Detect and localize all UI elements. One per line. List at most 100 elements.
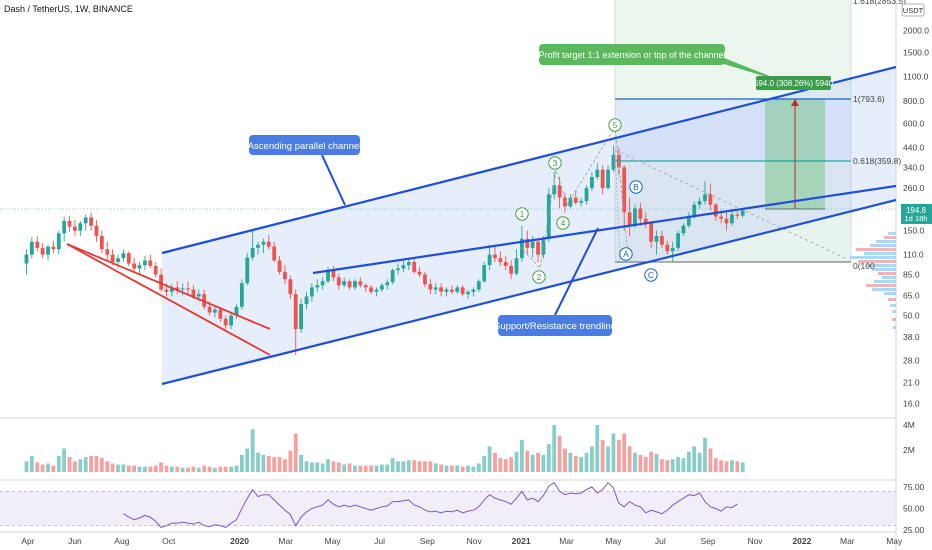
volume-bar — [250, 429, 255, 472]
candle-body — [390, 270, 395, 283]
volume-bar — [180, 467, 185, 472]
candle-body — [223, 318, 228, 326]
candle — [686, 212, 691, 229]
volume-bar — [584, 452, 589, 472]
volume-bar — [552, 425, 557, 472]
candle — [595, 162, 600, 180]
time-tick: Jul — [655, 536, 666, 546]
rsi-panel — [0, 481, 896, 528]
candle — [498, 251, 503, 266]
candle — [358, 277, 363, 288]
volume-profile-bar — [850, 256, 896, 259]
candle — [288, 275, 293, 299]
volume-bar — [229, 466, 233, 472]
candle — [266, 234, 271, 250]
candle-body — [622, 167, 627, 213]
wave-label-c: C — [644, 268, 658, 282]
rsi-line — [123, 481, 738, 528]
callout-channel[interactable]: Ascending parallel channel — [248, 135, 362, 155]
candle — [315, 279, 320, 292]
volume-bar — [213, 467, 217, 472]
candle-body — [207, 306, 212, 313]
candle-body — [584, 188, 589, 202]
currency-badge[interactable]: USDT — [901, 3, 925, 17]
candle-body — [186, 288, 190, 290]
wave-path — [519, 125, 629, 269]
candle-body — [546, 194, 551, 239]
candle-body — [234, 306, 239, 316]
callout-channel-text: Ascending parallel channel — [248, 141, 362, 152]
volume-profile-bar — [874, 280, 896, 283]
candle — [482, 262, 487, 284]
candle — [186, 281, 190, 295]
projection-arrowhead — [791, 99, 799, 106]
candle-body — [412, 262, 417, 272]
candle-body — [503, 262, 508, 266]
volume-bar — [735, 461, 740, 472]
volume-bar — [207, 466, 212, 472]
candle — [299, 298, 304, 333]
candle-body — [428, 284, 433, 290]
candle-body — [326, 270, 330, 282]
candle-body — [40, 247, 45, 255]
current-price-tag: 194.8 1d 18h — [901, 204, 932, 224]
volume-bar — [611, 433, 616, 472]
candle-body — [713, 204, 718, 217]
candle-body — [406, 262, 411, 266]
volume-bar — [347, 463, 352, 472]
candle-body — [401, 265, 406, 269]
candle — [132, 258, 137, 272]
candle — [374, 287, 379, 297]
candle-body — [283, 271, 287, 280]
candle — [638, 202, 643, 226]
volume-bar — [336, 462, 341, 472]
volume-bar — [482, 455, 487, 472]
candle-body — [180, 288, 185, 290]
candle-body — [379, 285, 384, 290]
callout-trendline-pointer — [554, 227, 599, 316]
callout-trendline[interactable]: Support/Resistance trendline — [494, 315, 616, 336]
volume-bar — [455, 465, 460, 472]
volume-bar — [590, 446, 594, 472]
candle — [660, 230, 664, 248]
candle-body — [455, 287, 460, 292]
volume-bar — [239, 454, 244, 472]
candle-body — [557, 185, 562, 198]
candle — [369, 285, 374, 295]
volume-bar — [261, 454, 266, 472]
candle-body — [633, 208, 637, 226]
candle-body — [358, 281, 363, 286]
candle-body — [466, 291, 470, 295]
wave-label-3: 3 — [548, 156, 562, 170]
time-tick: Aug — [114, 536, 129, 546]
callout-target[interactable]: Profit target 1:1 extension or top of th… — [538, 44, 726, 65]
volume-bar — [519, 439, 524, 472]
current-price: 194.8 — [906, 206, 927, 215]
volume-bar — [692, 446, 697, 472]
price-tick: 340.0 — [903, 162, 925, 172]
volume-bar — [546, 444, 551, 472]
volume-bar — [460, 466, 465, 472]
wave-label-5: 5 — [608, 118, 622, 132]
volume-bar — [256, 452, 260, 472]
volume-bar — [126, 465, 131, 472]
volume-bar — [649, 451, 654, 472]
candle — [444, 287, 449, 297]
candle-body — [703, 194, 707, 202]
volume-bar — [73, 461, 77, 472]
volume-bar — [353, 465, 357, 472]
candle-body — [56, 233, 61, 250]
wave-label-4: 4 — [556, 216, 570, 230]
volume-bar — [369, 465, 374, 472]
candle — [466, 289, 470, 299]
candle — [67, 215, 72, 232]
candle — [552, 172, 557, 200]
candle-body — [719, 216, 724, 219]
candle — [304, 291, 309, 310]
candle — [159, 268, 163, 292]
candle-body — [649, 223, 654, 242]
candle — [471, 287, 476, 297]
price-tick: 50.0 — [903, 311, 920, 321]
